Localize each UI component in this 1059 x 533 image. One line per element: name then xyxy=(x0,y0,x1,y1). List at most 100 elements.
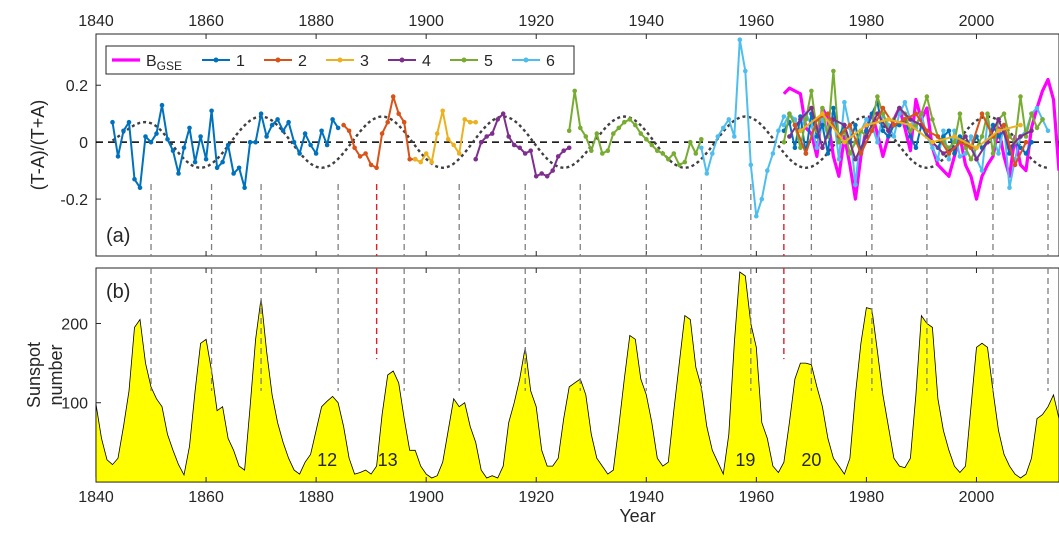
data-point xyxy=(330,117,335,122)
data-point xyxy=(374,165,379,171)
data-point xyxy=(776,128,781,134)
x-tick-label-top: 1900 xyxy=(408,13,444,30)
data-point xyxy=(902,100,908,105)
y-axis-label-line: Sunspot xyxy=(24,342,44,408)
data-point xyxy=(946,128,952,134)
data-point xyxy=(996,117,1001,122)
data-point xyxy=(622,119,627,125)
data-point xyxy=(858,151,864,156)
data-point xyxy=(357,154,363,159)
data-point xyxy=(644,137,649,142)
data-point xyxy=(721,125,726,131)
data-point xyxy=(1029,139,1034,145)
data-point xyxy=(1029,128,1034,134)
data-point xyxy=(143,134,148,139)
data-point xyxy=(952,134,957,139)
data-point xyxy=(688,139,693,145)
panel-label-a: (a) xyxy=(106,225,130,247)
data-point xyxy=(115,154,121,159)
data-point xyxy=(798,117,803,122)
data-point xyxy=(655,148,660,153)
data-point xyxy=(765,168,770,173)
data-point xyxy=(792,145,798,151)
x-tick-label-top: 1980 xyxy=(849,13,885,30)
data-point xyxy=(759,196,765,202)
data-point xyxy=(506,134,512,139)
data-point xyxy=(946,151,952,156)
data-point xyxy=(908,122,913,128)
data-point xyxy=(842,122,847,128)
data-point xyxy=(743,68,748,74)
data-point xyxy=(605,148,611,153)
data-point xyxy=(710,151,715,156)
data-point xyxy=(957,139,963,145)
y-axis-label-b: Sunspot number xyxy=(24,342,66,408)
data-point xyxy=(236,165,242,171)
y-tick-label: 200 xyxy=(61,316,88,333)
data-point xyxy=(798,145,803,151)
data-point xyxy=(302,131,308,136)
data-point xyxy=(456,151,462,156)
legend-item: 2 xyxy=(264,53,307,70)
data-point xyxy=(181,145,187,151)
legend-label: 3 xyxy=(360,53,369,70)
data-point xyxy=(385,119,391,125)
data-point xyxy=(407,156,413,162)
data-point xyxy=(126,119,132,125)
data-point xyxy=(1040,117,1045,122)
data-point xyxy=(1007,185,1012,190)
data-point xyxy=(836,156,842,162)
data-point xyxy=(434,131,440,136)
x-tick-label: 1900 xyxy=(408,489,444,506)
data-point xyxy=(555,154,561,159)
data-point xyxy=(1001,111,1007,116)
x-tick-label: 1880 xyxy=(298,489,334,506)
x-tick-label-top: 1840 xyxy=(78,13,114,30)
data-point xyxy=(1029,111,1034,116)
y-axis-label-line: number xyxy=(46,344,66,405)
data-point xyxy=(957,111,963,116)
data-point xyxy=(996,128,1001,134)
data-point xyxy=(831,105,836,111)
data-point xyxy=(429,159,435,165)
data-point xyxy=(979,134,985,139)
data-point xyxy=(1018,122,1023,128)
legend-item: 5 xyxy=(450,53,493,70)
legend-item: 1 xyxy=(202,53,245,70)
data-point xyxy=(979,168,985,173)
data-point xyxy=(467,119,473,125)
cycle-connector-lines xyxy=(150,184,1049,391)
data-point xyxy=(154,131,159,136)
data-point xyxy=(616,125,622,131)
data-point xyxy=(379,131,385,136)
data-point xyxy=(886,117,891,122)
data-point xyxy=(880,105,886,111)
data-point xyxy=(401,119,407,125)
legend-swatch-marker xyxy=(213,57,219,63)
data-point xyxy=(445,137,451,142)
data-point xyxy=(264,134,269,139)
cycle-number-label: 20 xyxy=(801,450,821,470)
data-point xyxy=(913,145,919,151)
data-point xyxy=(864,117,869,122)
data-point xyxy=(770,151,776,156)
data-point xyxy=(787,134,792,139)
data-point xyxy=(913,111,919,116)
data-point xyxy=(517,145,522,151)
data-point xyxy=(495,117,501,122)
panel-label-b: (b) xyxy=(106,281,130,303)
legend-item: 3 xyxy=(326,53,369,70)
x-tick-label: 1960 xyxy=(739,489,775,506)
data-point xyxy=(440,108,446,114)
x-tick-label-top: 2000 xyxy=(959,13,995,30)
data-point xyxy=(137,185,143,190)
data-point xyxy=(930,139,935,145)
data-point xyxy=(1023,151,1029,156)
data-point xyxy=(528,148,533,153)
series-line-6 xyxy=(700,38,785,218)
series-3 xyxy=(412,108,479,165)
data-point xyxy=(566,128,572,134)
cycle-number-label: 13 xyxy=(378,450,398,470)
legend: BGSE 1 2 3 4 5 6 xyxy=(105,45,575,75)
data-point xyxy=(611,131,616,136)
